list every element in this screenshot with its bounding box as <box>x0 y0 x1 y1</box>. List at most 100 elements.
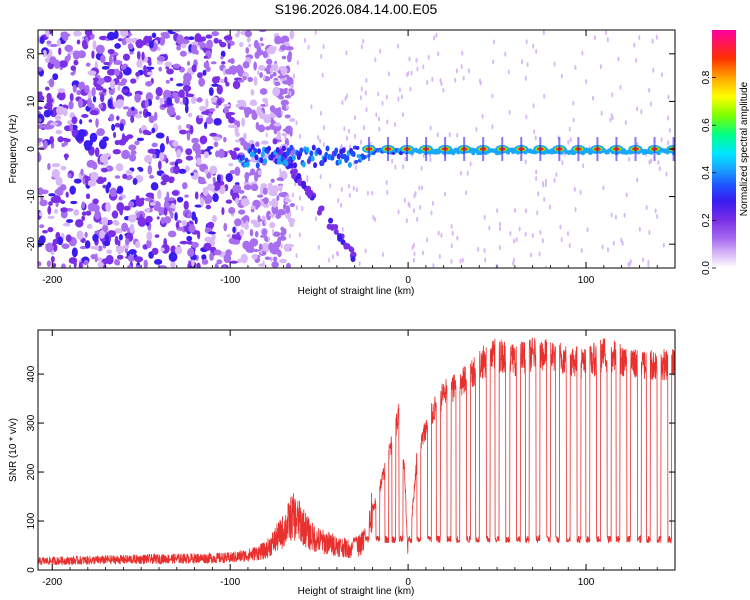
noise-streak <box>636 177 639 183</box>
noise-blob <box>81 215 86 221</box>
noise-streak <box>331 254 334 260</box>
noise-blob <box>57 136 64 143</box>
carrier-cell <box>263 158 268 165</box>
noise-blob <box>132 178 138 186</box>
noise-blob <box>168 207 172 215</box>
noise-streak <box>623 212 626 218</box>
noise-blob <box>38 152 41 162</box>
noise-streak <box>450 243 453 249</box>
noise-blob <box>103 240 111 247</box>
noise-blob <box>271 261 279 268</box>
spectrogram-y-tick-label: -10 <box>26 189 37 204</box>
noise-streak <box>371 190 374 196</box>
noise-blob <box>114 140 121 146</box>
noise-blob <box>272 86 281 97</box>
noise-blob <box>70 65 77 71</box>
noise-blob <box>135 39 144 49</box>
noise-blob <box>284 94 292 99</box>
noise-blob <box>202 186 209 197</box>
spectrogram-x-label: Height of straight line (km) <box>298 286 415 297</box>
figure-title: S196.2026.084.14.00.E05 <box>275 1 438 17</box>
noise-blob <box>69 185 76 195</box>
noise-blob <box>212 136 222 142</box>
noise-blob <box>39 211 43 217</box>
noise-blob <box>62 107 68 117</box>
noise-streak <box>385 180 388 186</box>
noise-blob <box>189 124 194 135</box>
noise-blob <box>122 244 130 249</box>
carrier-cell <box>301 161 306 168</box>
noise-streak <box>365 107 368 113</box>
snr-y-tick-label: 100 <box>26 512 37 529</box>
noise-blob <box>143 259 148 268</box>
noise-streak <box>321 72 324 78</box>
noise-streak <box>467 68 470 74</box>
carrier-cell <box>253 147 258 154</box>
noise-streak <box>265 132 268 138</box>
noise-blob <box>253 76 258 86</box>
noise-streak <box>481 113 484 119</box>
noise-blob <box>148 115 155 124</box>
noise-blob <box>206 39 214 49</box>
noise-streak <box>448 132 451 138</box>
noise-streak <box>410 70 413 76</box>
noise-streak <box>609 117 612 123</box>
noise-blob <box>213 141 219 148</box>
noise-blob <box>241 117 246 127</box>
noise-streak <box>418 185 421 191</box>
noise-streak <box>438 253 441 259</box>
noise-blob <box>130 115 135 124</box>
noise-blob <box>195 148 202 155</box>
noise-streak <box>624 120 627 126</box>
noise-streak <box>572 100 575 106</box>
noise-blob <box>182 182 188 190</box>
noise-streak <box>405 218 408 224</box>
noise-streak <box>465 190 468 196</box>
noise-blob <box>73 30 82 37</box>
noise-streak <box>638 226 641 232</box>
carrier-cell <box>347 161 352 168</box>
noise-blob <box>108 219 113 225</box>
spectrogram-y-label: Frequency (Hz) <box>8 115 19 184</box>
noise-blob <box>111 123 116 132</box>
noise-blob <box>259 37 264 42</box>
noise-streak <box>413 251 416 257</box>
noise-blob <box>211 232 216 242</box>
noise-blob <box>203 151 210 159</box>
noise-blob <box>284 125 293 135</box>
noise-blob <box>95 86 104 91</box>
noise-blob <box>216 259 223 265</box>
noise-streak <box>450 223 453 229</box>
noise-streak <box>488 225 491 231</box>
noise-blob <box>144 197 153 202</box>
noise-blob <box>92 40 97 51</box>
noise-streak <box>315 216 318 222</box>
noise-blob <box>66 219 74 223</box>
noise-blob <box>250 183 259 192</box>
noise-blob <box>225 199 233 204</box>
noise-blob <box>285 262 292 268</box>
noise-streak <box>454 77 457 83</box>
noise-blob <box>178 129 187 135</box>
noise-blob <box>175 115 181 121</box>
noise-blob <box>178 89 185 99</box>
noise-blob <box>47 205 52 215</box>
noise-blob <box>205 66 211 72</box>
noise-blob <box>149 201 156 206</box>
noise-blob <box>155 132 165 139</box>
noise-blob <box>130 78 137 84</box>
noise-blob <box>107 181 112 189</box>
noise-blob <box>237 79 245 83</box>
noise-streak <box>492 39 495 45</box>
noise-blob <box>214 262 219 268</box>
carrier-cell <box>293 162 298 169</box>
noise-blob <box>54 208 59 214</box>
noise-blob <box>152 153 157 159</box>
noise-blob <box>263 197 269 205</box>
spectrogram-x-axis: -200 -100 0 100 <box>42 30 676 286</box>
noise-blob <box>258 111 264 116</box>
noise-streak <box>299 133 302 139</box>
noise-streak <box>387 71 390 77</box>
noise-streak <box>513 257 516 263</box>
noise-blob <box>118 196 123 201</box>
